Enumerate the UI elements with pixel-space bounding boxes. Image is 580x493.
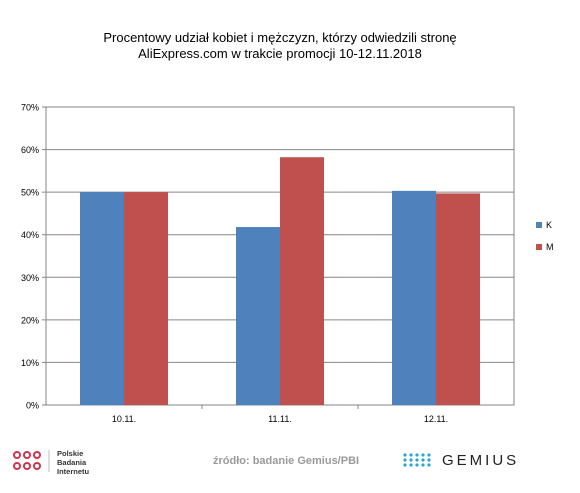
y-tick-label: 60% bbox=[21, 145, 39, 155]
pbi-logo-icon bbox=[13, 450, 50, 472]
legend-swatch bbox=[536, 222, 542, 228]
legend-swatch bbox=[536, 244, 542, 250]
bar-m-1 bbox=[124, 192, 168, 405]
logo-line-3: Internetu bbox=[57, 467, 90, 476]
bar-m-2 bbox=[280, 157, 324, 405]
y-tick-label: 30% bbox=[21, 273, 39, 283]
legend-label: M bbox=[546, 242, 554, 252]
x-tick-label: 10.11. bbox=[112, 414, 136, 424]
legend-label: K bbox=[546, 220, 552, 230]
chart-title-line-1: Procentowy udział kobiet i mężczyzn, któ… bbox=[103, 30, 457, 45]
y-tick-label: 70% bbox=[21, 103, 39, 113]
y-tick-label: 10% bbox=[21, 358, 39, 368]
chart-title-line-2: AliExpress.com w trakcie promocji 10-12.… bbox=[138, 46, 422, 61]
y-tick-label: 20% bbox=[21, 315, 39, 325]
x-tick-label: 11.11. bbox=[268, 414, 292, 424]
bar-k-1 bbox=[80, 192, 124, 405]
x-tick-label: 12.11. bbox=[424, 414, 448, 424]
bar-m-3 bbox=[436, 193, 480, 405]
gemius-dots-icon bbox=[403, 453, 431, 467]
y-tick-label: 40% bbox=[21, 230, 39, 240]
gemius-brand: GEMIUS bbox=[442, 452, 520, 469]
source-note: źródło: badanie Gemius/PBI bbox=[213, 455, 360, 467]
y-tick-label: 50% bbox=[21, 188, 39, 198]
chart-title: Procentowy udział kobiet i mężczyzn, któ… bbox=[0, 30, 560, 62]
logo-line-1: Polskie bbox=[57, 449, 84, 458]
logo-line-2: Badania bbox=[57, 458, 87, 467]
bar-k-3 bbox=[392, 190, 436, 405]
pbi-logo-text: Polskie Badania Internetu bbox=[57, 449, 89, 476]
bar-k-2 bbox=[236, 227, 280, 405]
y-tick-label: 0% bbox=[26, 401, 39, 411]
